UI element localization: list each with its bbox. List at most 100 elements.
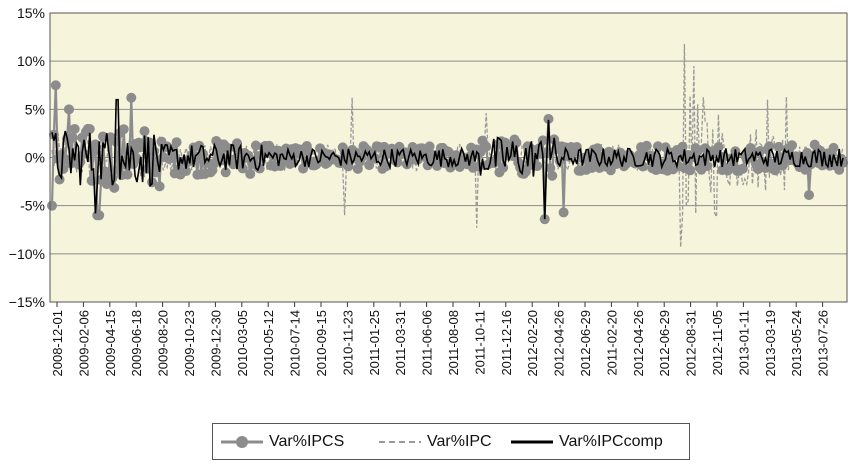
- var-ipcs-point: [118, 124, 129, 135]
- x-tick-label: 2010-07-14: [288, 310, 303, 377]
- var-ipcs-point: [69, 123, 80, 134]
- y-tick-label: 5%: [25, 101, 45, 117]
- x-tick-label: 2012-04-26: [552, 310, 567, 377]
- y-tick-label: 0%: [25, 150, 45, 166]
- legend-swatch-marker-line: [219, 432, 265, 452]
- y-tick-label: 15%: [17, 5, 45, 21]
- var-ipcs-point: [641, 140, 652, 151]
- x-tick-label: 2010-05-12: [261, 310, 276, 377]
- var-ipcs-point: [90, 139, 101, 150]
- var-ipcs-point: [804, 190, 815, 201]
- var-ipcs-point: [220, 167, 231, 178]
- x-axis: 2008-12-01 2009-02-06 2009-04-15 2009-06-18…: [50, 302, 831, 377]
- var-ipcs-point: [828, 142, 839, 153]
- var-ipcs-point: [232, 138, 243, 149]
- var-ipcs-point: [592, 143, 603, 154]
- var-ipcs-point: [198, 149, 209, 160]
- var-ipcs-point: [677, 141, 688, 152]
- var-ipcs-point: [122, 169, 133, 180]
- var-ipcs-point: [481, 141, 492, 152]
- var-ipcs-point: [787, 140, 798, 151]
- legend-item-var-ipc: Var%IPC: [377, 424, 492, 459]
- var-ipcs-point: [547, 170, 558, 181]
- var-ipcs-point: [171, 137, 182, 148]
- var-ipcs-point: [109, 182, 120, 193]
- x-tick-label: 2011-08-08: [446, 310, 461, 376]
- var-ipcs-point: [86, 175, 97, 186]
- var-ipcs-point: [692, 146, 703, 157]
- var-ipcs-point: [343, 161, 354, 172]
- x-tick-label: 2011-12-16: [499, 310, 514, 376]
- var-ipcs-point: [713, 142, 724, 153]
- legend-label: Var%IPC: [427, 432, 492, 450]
- var-ipcs-point: [702, 161, 713, 172]
- x-tick-label: 2011-10-11: [472, 310, 487, 375]
- var-ipcs-point: [737, 163, 748, 174]
- y-tick-label: -5%: [20, 198, 45, 214]
- x-tick-label: 2008-12-01: [50, 310, 65, 377]
- x-tick-label: 2013-03-19: [763, 310, 778, 377]
- y-tick-label: −15%: [9, 294, 45, 310]
- var-ipcs-point: [209, 158, 220, 169]
- x-tick-label: 2011-01-25: [367, 310, 382, 376]
- var-ipcs-point: [84, 124, 95, 135]
- x-tick-label: 2013-05-24: [789, 310, 804, 377]
- x-tick-label: 2010-03-05: [235, 310, 250, 377]
- x-tick-label: 2011-06-06: [420, 310, 435, 376]
- var-ipcs-point: [194, 140, 205, 151]
- x-tick-label: 2011-02-20: [604, 310, 619, 376]
- var-ipcs-point: [773, 141, 784, 152]
- var-ipcs-point: [254, 163, 265, 174]
- plot-frame: [49, 12, 848, 303]
- var-ipcs-point: [422, 160, 433, 171]
- x-tick-label: 2011-03-31: [393, 310, 408, 376]
- var-ipcs-point: [498, 162, 509, 173]
- x-tick-label: 2009-12-30: [208, 310, 223, 377]
- var-ipcs-point: [543, 113, 554, 124]
- x-tick-label: 2012-06-29: [657, 310, 672, 377]
- var-ipcs-point: [58, 163, 69, 174]
- var-ipcs-point: [47, 200, 57, 211]
- legend-swatch-dashed-line: [377, 432, 423, 452]
- legend-label: Var%IPCcomp: [559, 432, 663, 450]
- var-ipcs-point: [424, 141, 435, 152]
- var-ipcs-point: [139, 126, 150, 137]
- legend-item-var-ipccomp: Var%IPCcomp: [509, 424, 663, 459]
- var-ipcs-point: [558, 207, 569, 218]
- var-ipcs-point: [545, 163, 556, 174]
- var-ipcs-point: [50, 80, 61, 91]
- y-tick-label: −10%: [9, 246, 45, 262]
- var-ipcs-point: [63, 104, 74, 115]
- x-tick-label: 2013-07-26: [816, 310, 831, 377]
- legend-label: Var%IPCS: [269, 432, 345, 450]
- var-ipcs-point: [67, 132, 78, 143]
- x-tick-label: 2012-02-20: [525, 310, 540, 377]
- series-var-ipccomp: [51, 98, 844, 220]
- var-ipcs-point: [94, 210, 105, 221]
- x-tick-label: 2009-08-20: [156, 310, 171, 377]
- x-tick-label: 2009-06-18: [129, 310, 144, 377]
- var-ipcs-point: [637, 161, 648, 172]
- x-tick-label: 2012-06-29: [578, 310, 593, 377]
- x-tick-label: 2013-01-11: [736, 310, 751, 376]
- var-ipcs-point: [75, 156, 86, 167]
- var-ipcs-point: [154, 181, 165, 192]
- series-var-ipcs: [47, 80, 848, 225]
- var-ipcs-point: [250, 140, 261, 151]
- x-tick-label: 2010-09-15: [314, 310, 329, 377]
- var-ipcs-point: [245, 168, 256, 179]
- x-tick-label: 2012-11-05: [710, 310, 725, 376]
- x-tick-label: 2010-11-23: [340, 310, 355, 376]
- x-tick-label: 2012-04-26: [631, 310, 646, 377]
- x-tick-label: 2012-08-31: [684, 310, 699, 377]
- y-tick-label: 10%: [17, 53, 45, 69]
- y-axis: 15% 10% 5% 0% -5% −10% −15%: [9, 5, 45, 310]
- legend-item-var-ipcs: Var%IPCS: [219, 424, 344, 459]
- x-tick-label: 2009-04-15: [103, 310, 118, 377]
- x-tick-label: 2009-02-06: [76, 310, 91, 377]
- x-tick-label: 2009-10-23: [182, 310, 197, 377]
- var-ipcs-point: [511, 137, 522, 148]
- var-ipcs-point: [685, 165, 696, 176]
- var-ipcs-point: [181, 166, 192, 177]
